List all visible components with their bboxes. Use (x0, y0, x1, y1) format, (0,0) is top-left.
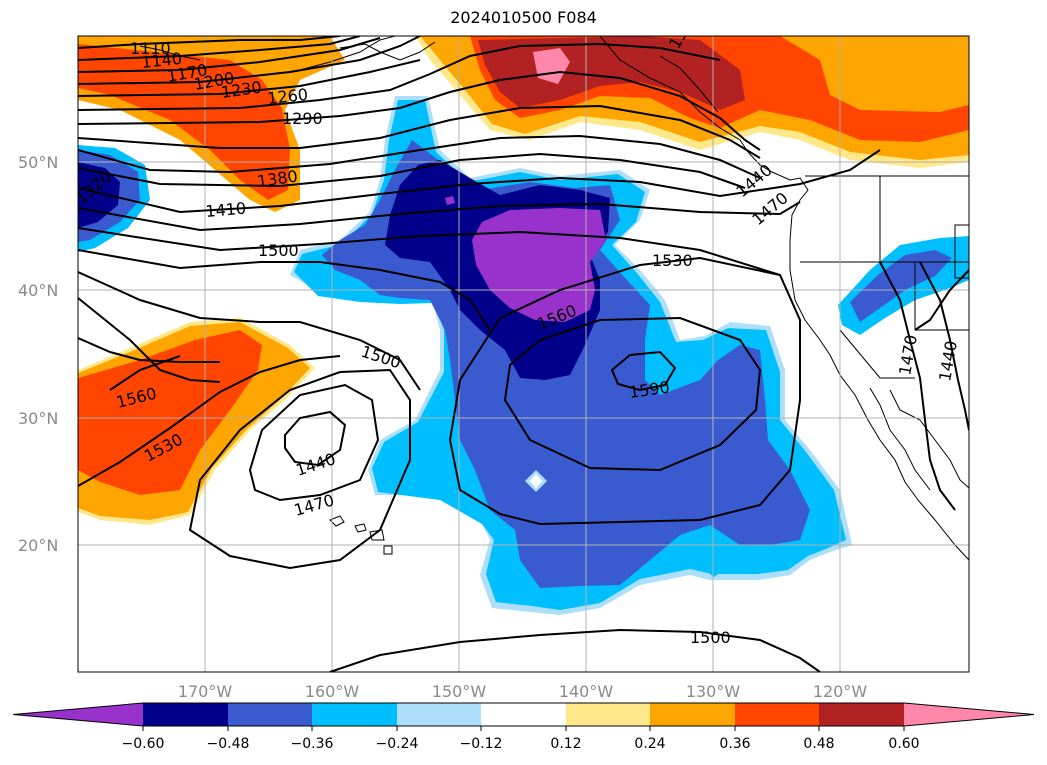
lon-label: 150°W (432, 682, 487, 701)
colorbar-segment (819, 703, 904, 726)
lon-label: 130°W (686, 682, 741, 701)
lon-label: 170°W (178, 682, 233, 701)
contour-label: 1140 (140, 49, 182, 72)
contour-label: 1500 (690, 628, 731, 647)
contour-label: 1110 (130, 39, 171, 58)
lon-label: 160°W (305, 682, 360, 701)
colorbar-segment (312, 703, 397, 726)
colorbar-tick-label: −0.24 (376, 736, 419, 752)
coastlines-and-borders (139, 36, 969, 561)
colorbar-tick-label: −0.48 (207, 736, 250, 752)
colorbar-segment (481, 703, 566, 726)
colorbar-tick-label: 0.60 (888, 736, 919, 752)
colorbar-segment (650, 703, 735, 726)
lon-label: 140°W (559, 682, 614, 701)
colorbar-tick-label: 0.24 (634, 736, 665, 752)
map-frame (77, 35, 970, 673)
colorbar-extend-max (904, 703, 1034, 726)
contour-label: 1290 (282, 109, 323, 128)
lat-label: 40°N (18, 281, 58, 300)
contour-label: 1500 (258, 241, 299, 260)
lon-label: 120°W (813, 682, 868, 701)
lat-label: 50°N (18, 153, 58, 172)
colorbar-tick-label: −0.60 (122, 736, 165, 752)
colorbar-segment (566, 703, 650, 726)
contour-label: 1410 (205, 199, 247, 221)
contour-label: 1260 (266, 85, 308, 108)
lat-label: 30°N (18, 409, 58, 428)
colorbar-tick-label: 0.12 (550, 736, 581, 752)
colorbar-tick-label: 0.48 (803, 736, 834, 752)
longitude-labels: 170°W 160°W 150°W 140°W 130°W 120°W (178, 682, 868, 701)
colorbar-segment (143, 703, 228, 726)
map-panel: 1110 1140 1170 1200 1230 1260 1290 1320 … (78, 36, 969, 672)
colorbar: −0.60 −0.48 −0.36 −0.24 −0.12 0.12 0.24 0.36 0.4… (12, 702, 1035, 752)
negative-anomaly-shading (78, 96, 969, 615)
contour-label: 1530 (652, 251, 693, 270)
height-contours (78, 36, 969, 672)
colorbar-extend-min (13, 703, 143, 726)
latitude-labels: 50°N 40°N 30°N 20°N (18, 153, 58, 555)
colorbar-tick-label: −0.36 (291, 736, 334, 752)
gridlines (78, 36, 969, 672)
map-title: 2024010500 F084 (450, 8, 597, 27)
colorbar-tick-label: 0.36 (719, 736, 750, 752)
colorbar-segment (735, 703, 819, 726)
lat-label: 20°N (18, 536, 58, 555)
colorbar-segment (228, 703, 312, 726)
colorbar-segment (397, 703, 481, 726)
colorbar-tick-label: −0.12 (460, 736, 503, 752)
